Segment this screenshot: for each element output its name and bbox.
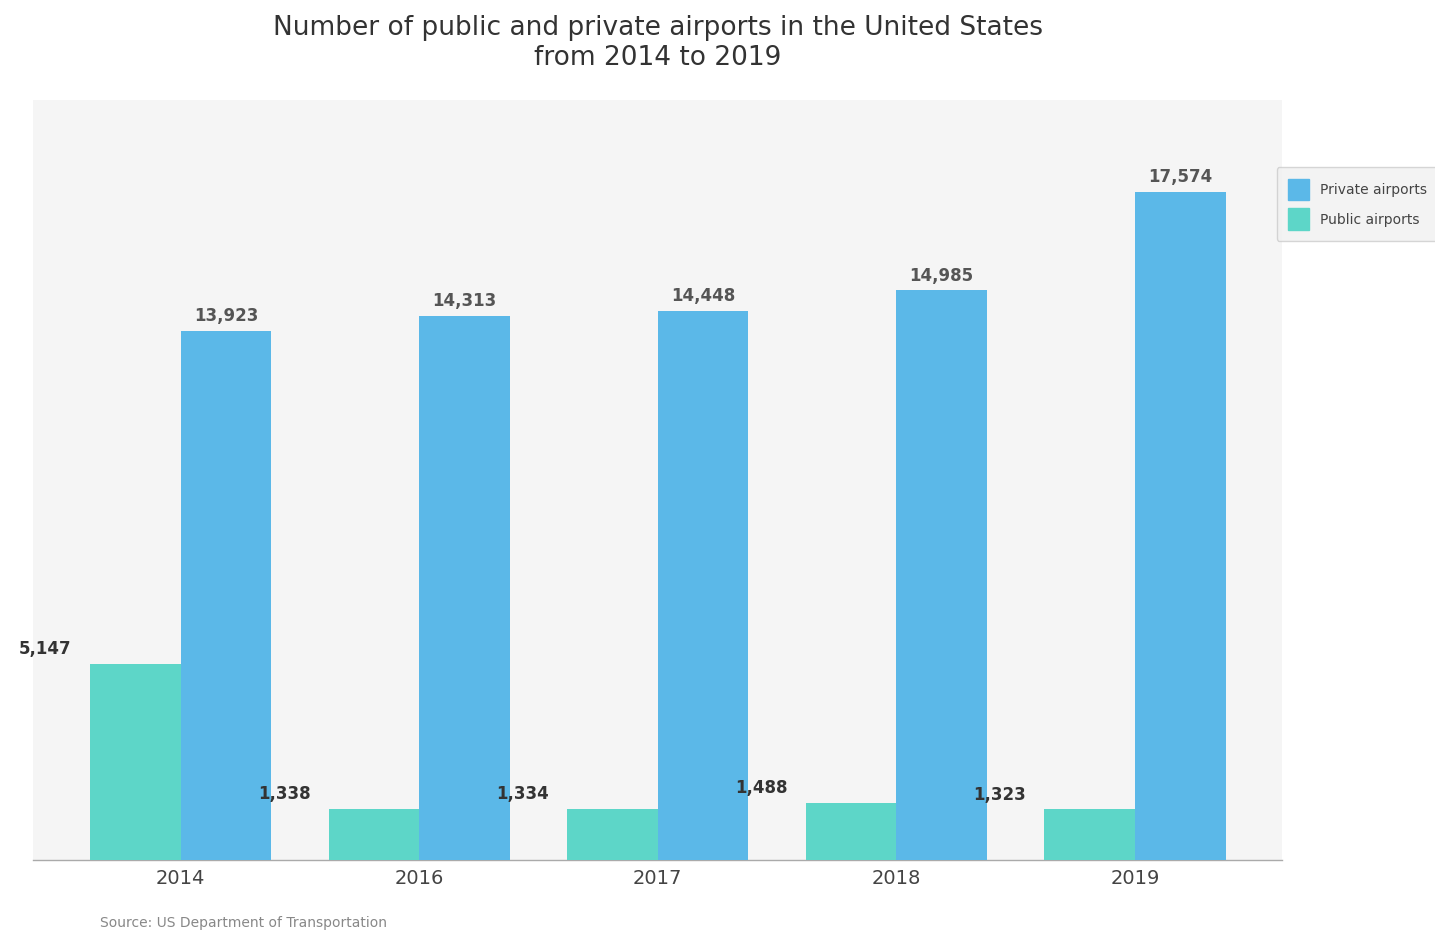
Text: 5,147: 5,147	[19, 641, 72, 659]
Legend: Private airports, Public airports: Private airports, Public airports	[1277, 167, 1435, 241]
Bar	[805, 803, 897, 860]
Bar	[657, 311, 749, 860]
Bar	[419, 316, 509, 860]
Text: 1,334: 1,334	[497, 785, 550, 804]
Bar	[90, 664, 181, 860]
Text: 1,338: 1,338	[258, 785, 310, 803]
Text: 17,574: 17,574	[1148, 168, 1213, 186]
Title: Number of public and private airports in the United States
from 2014 to 2019: Number of public and private airports in…	[273, 15, 1043, 71]
Text: 1,323: 1,323	[973, 786, 1026, 804]
Bar	[567, 809, 657, 860]
Bar	[897, 290, 987, 860]
Bar	[1045, 809, 1135, 860]
Text: Source: US Department of Transportation: Source: US Department of Transportation	[100, 916, 387, 930]
Text: 14,313: 14,313	[432, 292, 497, 311]
Bar	[329, 809, 419, 860]
Text: 14,985: 14,985	[910, 266, 974, 284]
Bar	[1135, 192, 1225, 860]
Text: 1,488: 1,488	[735, 779, 788, 797]
Text: 14,448: 14,448	[672, 287, 735, 305]
Text: 13,923: 13,923	[194, 307, 258, 325]
Bar	[181, 330, 271, 860]
